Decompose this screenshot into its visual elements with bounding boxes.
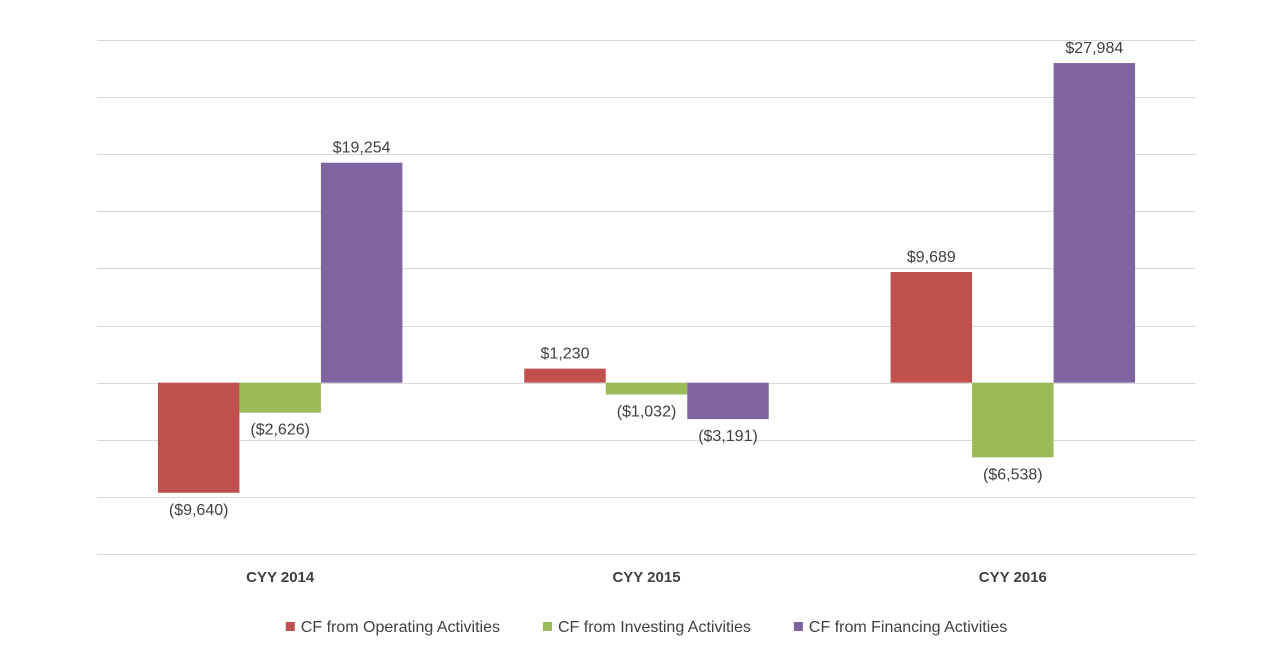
bar-cf-from-operating-activities-2 (890, 271, 973, 383)
data-label: $27,984 (1065, 40, 1123, 57)
bar-cf-from-financing-activities-1 (687, 382, 769, 420)
bar-cf-from-investing-activities-1 (605, 382, 688, 395)
legend: CF from Operating Activities CF from Inve… (285, 619, 1007, 636)
data-label: ($3,191) (698, 428, 758, 445)
legend-item: CF from Operating Activities (285, 619, 500, 636)
data-label: $19,254 (333, 140, 391, 157)
bar-cf-from-operating-activities-1 (524, 368, 606, 383)
data-label: $1,230 (541, 346, 590, 363)
legend-label: CF from Financing Activities (809, 619, 1007, 636)
data-label: ($9,640) (169, 502, 229, 519)
legend-swatch (542, 622, 552, 631)
legend-swatch (285, 622, 295, 631)
legend-label: CF from Operating Activities (301, 619, 500, 636)
legend-item: CF from Financing Activities (793, 619, 1007, 636)
category-label: CYY 2015 (612, 569, 680, 586)
legend-swatch (793, 622, 803, 631)
legend-item: CF from Investing Activities (542, 619, 751, 636)
data-label: ($6,538) (983, 466, 1043, 483)
bar-cf-from-financing-activities-2 (1053, 63, 1136, 383)
bar-cf-from-operating-activities-0 (157, 382, 240, 493)
data-label: ($2,626) (250, 422, 310, 439)
category-labels: CYY 2014 CYY 2015 CYY 2016 (246, 569, 1047, 586)
data-label: ($1,032) (617, 403, 677, 420)
bars (157, 63, 1136, 493)
category-label: CYY 2016 (979, 569, 1047, 586)
legend-label: CF from Investing Activities (558, 619, 751, 636)
data-label: $9,689 (907, 249, 956, 266)
category-label: CYY 2014 (246, 569, 315, 586)
bar-cf-from-financing-activities-0 (320, 162, 403, 383)
data-labels: ($9,640) ($2,626) $19,254 $1,230 ($1,032) ($3… (169, 40, 1123, 519)
bar-cf-from-investing-activities-0 (239, 382, 321, 413)
bar-cf-from-investing-activities-2 (972, 382, 1054, 458)
